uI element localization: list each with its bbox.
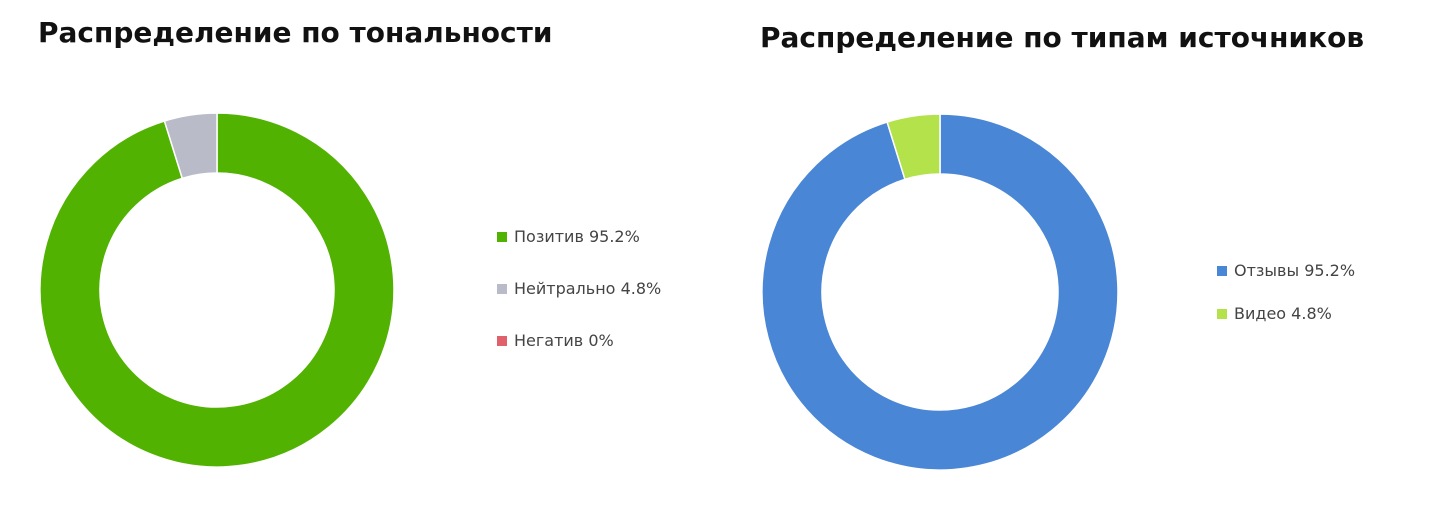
legend-label: Видео 4.8% (1234, 304, 1332, 323)
legend-name: Негатив (514, 331, 583, 350)
legend-name: Нейтрально (514, 279, 615, 298)
chart-title: Распределение по типам источников (760, 21, 1364, 54)
legend-label: Отзывы 95.2% (1234, 261, 1355, 280)
legend-value: 4.8% (1291, 304, 1332, 323)
legend-value: 95.2% (589, 227, 640, 246)
legend-swatch (497, 232, 507, 242)
legend-swatch (1217, 266, 1227, 276)
legend-label: Нейтрально 4.8% (514, 279, 661, 298)
chart-title: Распределение по тональности (38, 16, 552, 49)
legend-swatch (497, 336, 507, 346)
donut-slice (761, 113, 1119, 471)
donut-slice (39, 112, 395, 468)
legend-name: Видео (1234, 304, 1286, 323)
legend-label: Позитив 95.2% (514, 227, 640, 246)
legend-label: Негатив 0% (514, 331, 614, 350)
donut-slice (886, 113, 941, 181)
legend-value: 0% (588, 331, 613, 350)
legend-name: Позитив (514, 227, 584, 246)
donut-slice (163, 112, 218, 180)
legend-value: 95.2% (1304, 261, 1355, 280)
legend-name: Отзывы (1234, 261, 1299, 280)
legend-swatch (1217, 309, 1227, 319)
legend-value: 4.8% (621, 279, 662, 298)
legend-swatch (497, 284, 507, 294)
